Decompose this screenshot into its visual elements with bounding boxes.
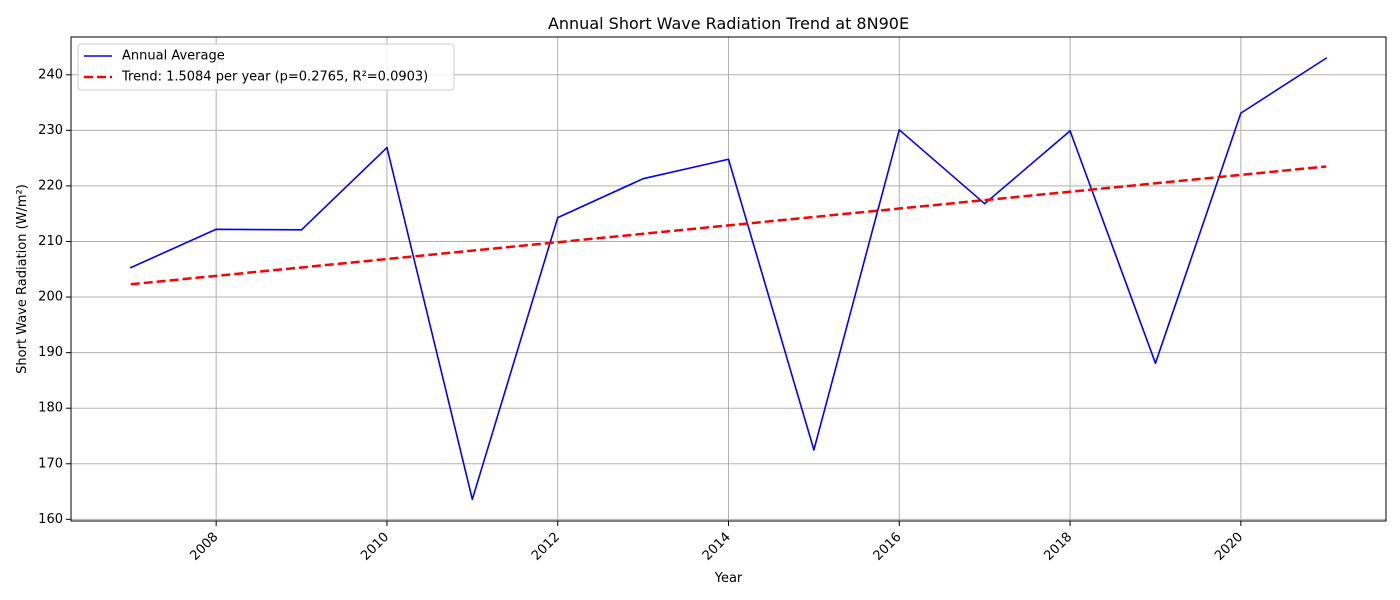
data-point [215,228,217,231]
data-point [300,229,303,231]
legend-label: Annual Average [122,49,225,64]
data-point [898,128,901,131]
data-point [471,498,474,501]
y-tick-label: 220 [38,178,63,193]
data-point [1069,130,1071,132]
x-axis-title: Year [714,571,743,586]
x-tick-label: 2010 [358,530,392,564]
legend: Annual Average Trend: 1.5084 per year (p=… [77,43,455,91]
data-point [1325,57,1328,59]
y-tick-label: 170 [38,456,63,471]
chart-title: Annual Short Wave Radiation Trend at 8N9… [548,14,909,33]
data-point [1154,362,1157,364]
data-point [386,146,388,149]
y-tick-label: 180 [38,401,63,416]
data-point [813,449,815,451]
grid [71,37,1386,521]
data-point [727,158,730,161]
data-point [1240,112,1242,114]
x-tick-label: 2018 [1041,530,1075,564]
y-axis: 160 170 180 190 200 210 220 230 240 [38,67,71,527]
series-layer [129,57,1328,501]
x-tick-label: 2016 [871,530,905,564]
x-tick-label: 2008 [187,530,221,564]
y-tick-label: 200 [38,290,63,305]
y-tick-label: 210 [38,234,63,249]
data-point [983,202,986,205]
data-point [556,216,559,219]
y-axis-title: Short Wave Radiation (W/m²) [15,184,30,374]
x-tick-label: 2020 [1212,530,1246,564]
data-point [129,266,132,269]
x-tick-label: 2012 [529,530,563,564]
y-tick-label: 190 [38,345,63,360]
y-tick-label: 160 [38,512,63,527]
legend-box [77,43,455,91]
data-point [642,177,644,180]
x-axis: 2008 2010 2012 2014 2016 2018 2020 [187,521,1246,564]
trend-line [130,165,1327,286]
x-tick-label: 2014 [700,530,734,564]
y-tick-label: 240 [38,67,63,82]
y-tick-label: 230 [38,123,63,138]
legend-label: Trend: 1.5084 per year (p=0.2765, R²=0.0… [121,70,428,85]
